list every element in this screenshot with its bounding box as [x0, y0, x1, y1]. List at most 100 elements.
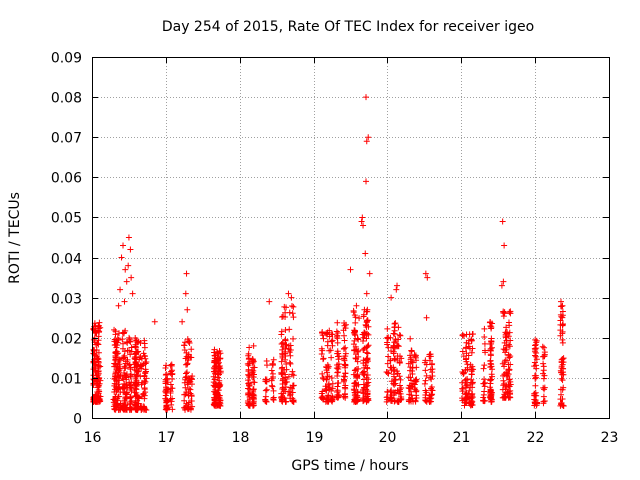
- data-point: [463, 350, 470, 357]
- data-point: [318, 351, 325, 358]
- data-point: [326, 327, 333, 334]
- data-point: [120, 369, 127, 376]
- data-point: [362, 250, 369, 257]
- data-point: [422, 367, 429, 374]
- data-point: [429, 366, 436, 373]
- data-point: [324, 361, 331, 368]
- data-point: [121, 363, 128, 370]
- data-point: [498, 282, 505, 289]
- data-point: [540, 393, 547, 400]
- data-point: [356, 315, 363, 322]
- x-tick-label: 16: [84, 430, 102, 446]
- data-point: [480, 394, 487, 401]
- data-point: [532, 352, 539, 359]
- data-point: [387, 397, 394, 404]
- data-point: [246, 344, 253, 351]
- y-axis-label: ROTI / TECUs: [7, 192, 23, 284]
- data-point: [559, 336, 566, 343]
- data-point: [134, 400, 141, 407]
- data-point: [290, 398, 297, 405]
- data-point: [262, 393, 269, 400]
- data-point: [94, 340, 101, 347]
- data-point: [360, 334, 367, 341]
- data-point: [131, 381, 138, 388]
- data-point: [140, 403, 147, 410]
- data-point: [352, 390, 359, 397]
- data-point: [278, 328, 285, 335]
- data-point: [110, 403, 117, 410]
- data-point: [184, 306, 191, 313]
- data-point: [334, 389, 341, 396]
- data-point: [391, 339, 398, 346]
- data-point: [134, 348, 141, 355]
- data-point: [290, 303, 297, 310]
- data-point: [319, 388, 326, 395]
- data-point: [323, 398, 330, 405]
- data-point: [327, 347, 334, 354]
- data-point: [329, 393, 336, 400]
- data-point: [352, 332, 359, 339]
- data-point: [412, 352, 419, 359]
- data-point: [560, 402, 567, 409]
- data-point: [488, 335, 495, 342]
- data-point: [463, 344, 470, 351]
- data-point: [97, 377, 104, 384]
- data-point: [501, 363, 508, 370]
- data-point: [163, 402, 170, 409]
- data-point: [335, 379, 342, 386]
- data-point: [336, 392, 343, 399]
- data-point: [125, 262, 132, 269]
- data-point: [541, 344, 548, 351]
- data-point: [363, 349, 370, 356]
- data-point: [422, 377, 429, 384]
- data-point: [289, 303, 296, 310]
- data-point: [487, 380, 494, 387]
- data-point: [428, 392, 435, 399]
- data-point: [411, 378, 418, 385]
- data-point: [488, 340, 495, 347]
- data-point: [114, 372, 121, 379]
- data-point: [396, 390, 403, 397]
- data-point: [263, 362, 270, 369]
- data-point: [505, 394, 512, 401]
- data-point: [488, 363, 495, 370]
- data-point: [121, 406, 128, 413]
- data-point: [558, 369, 565, 376]
- data-point: [290, 335, 297, 342]
- data-point: [405, 374, 412, 381]
- data-point: [359, 214, 366, 221]
- data-point: [120, 330, 127, 337]
- data-point: [469, 330, 476, 337]
- data-point: [128, 274, 135, 281]
- data-point: [533, 337, 540, 344]
- data-point: [559, 308, 566, 315]
- data-point: [114, 350, 121, 357]
- data-point: [185, 405, 192, 412]
- data-point: [282, 326, 289, 333]
- data-point: [163, 385, 170, 392]
- data-point: [287, 347, 294, 354]
- data-point: [250, 387, 257, 394]
- data-point: [533, 400, 540, 407]
- data-point: [329, 385, 336, 392]
- data-point: [116, 357, 123, 364]
- data-point: [183, 373, 190, 380]
- data-point: [95, 333, 102, 340]
- data-point: [211, 368, 218, 375]
- data-point: [469, 379, 476, 386]
- data-point: [168, 361, 175, 368]
- data-point: [387, 357, 394, 364]
- data-point: [363, 319, 370, 326]
- data-point: [540, 367, 547, 374]
- data-point: [365, 342, 372, 349]
- data-point: [182, 384, 189, 391]
- data-point: [334, 319, 341, 326]
- data-point: [280, 313, 287, 320]
- data-point: [137, 362, 144, 369]
- data-point: [397, 376, 404, 383]
- data-point: [112, 362, 119, 369]
- data-point: [211, 383, 218, 390]
- data-point: [187, 386, 194, 393]
- data-point: [421, 380, 428, 387]
